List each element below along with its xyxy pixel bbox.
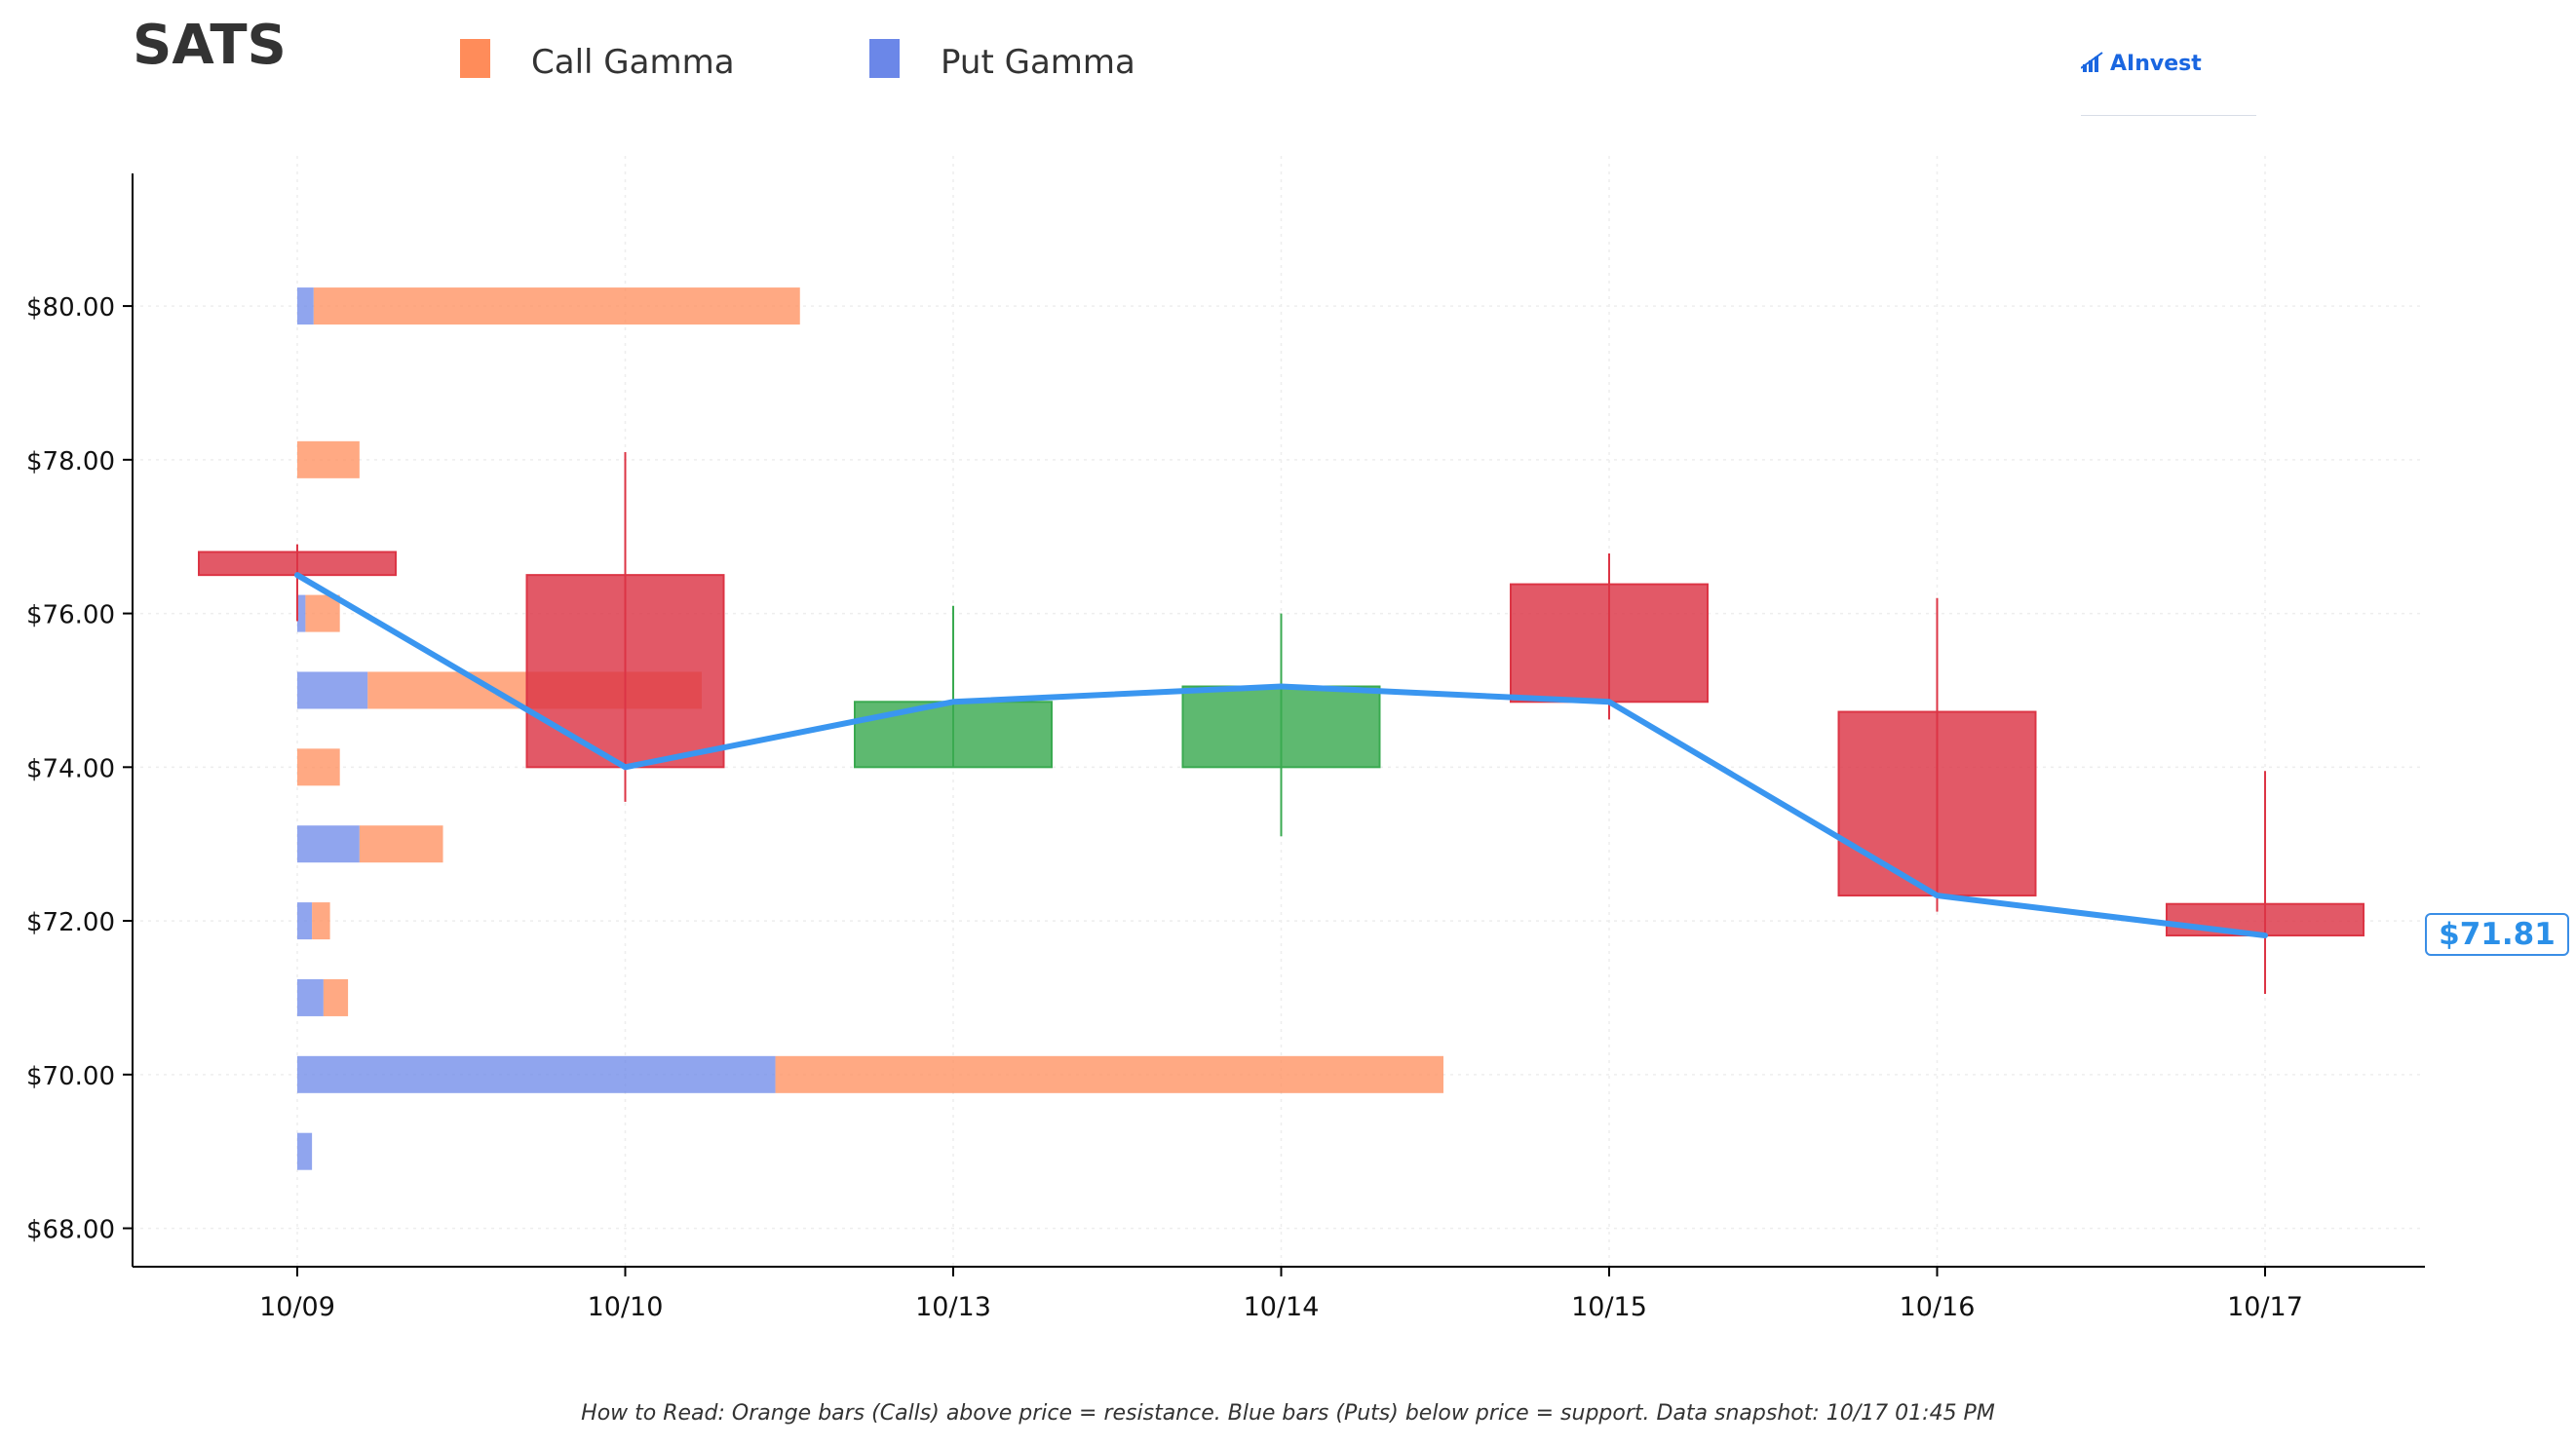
- candle-body: [525, 574, 725, 769]
- put-gamma-swatch: [869, 39, 900, 78]
- legend-put-label: Put Gamma: [941, 43, 1135, 82]
- footer-note: How to Read: Orange bars (Calls) above p…: [581, 1401, 1995, 1426]
- call-gamma-bar: [312, 902, 330, 940]
- call-gamma-bar: [313, 287, 800, 325]
- put-gamma-bar: [297, 825, 360, 863]
- x-tick-label: 10/14: [1244, 1292, 1320, 1322]
- put-gamma-bar: [297, 1055, 776, 1093]
- legend-call-gamma: Call Gamma: [460, 35, 735, 82]
- call-gamma-bar: [775, 1055, 1443, 1093]
- close-price-line: [294, 572, 2268, 939]
- x-tick-label: 10/10: [588, 1292, 664, 1322]
- y-tick-label: $70.00: [26, 1062, 115, 1091]
- y-tick-label: $76.00: [26, 601, 115, 630]
- x-tick-label: 10/15: [1571, 1292, 1647, 1322]
- current-price-tag: $71.81: [2425, 913, 2569, 956]
- x-tick-label: 10/13: [915, 1292, 991, 1322]
- candle-body: [854, 701, 1053, 769]
- y-tick-label: $80.00: [26, 293, 115, 323]
- put-gamma-bar: [297, 902, 313, 940]
- put-gamma-bar: [297, 1132, 313, 1170]
- put-gamma-bar: [297, 978, 324, 1016]
- legend-call-label: Call Gamma: [531, 43, 735, 82]
- call-gamma-bar: [297, 748, 340, 786]
- call-gamma-bar: [297, 440, 360, 478]
- put-gamma-bar: [297, 287, 314, 325]
- candle-body: [1181, 685, 1381, 769]
- y-tick-label: $72.00: [26, 908, 115, 937]
- candle-body: [2166, 902, 2365, 937]
- y-tick-label: $78.00: [26, 447, 115, 476]
- call-gamma-bar: [359, 825, 443, 863]
- legend-put-gamma: Put Gamma: [869, 35, 1135, 82]
- x-tick-label: 10/16: [1900, 1292, 1976, 1322]
- ainvest-logo: AInvest: [2081, 47, 2256, 116]
- call-gamma-swatch: [460, 39, 490, 78]
- candle-body: [198, 551, 397, 577]
- put-gamma-bar: [297, 671, 368, 709]
- candle-body: [1837, 710, 2037, 897]
- x-tick-label: 10/17: [2227, 1292, 2303, 1322]
- ainvest-logo-text: AInvest: [2110, 52, 2202, 76]
- call-gamma-bar: [305, 594, 340, 632]
- gamma-candlestick-chart: $68.00 $70.00 $72.00 $74.00 $76.00 $78.00 $80.…: [26, 156, 2425, 1322]
- y-tick-label: $74.00: [26, 754, 115, 783]
- ticker-title: SATS: [133, 14, 287, 77]
- call-gamma-bar: [323, 978, 349, 1016]
- candle-body: [1510, 583, 1709, 704]
- put-gamma-bar: [297, 594, 306, 632]
- ainvest-logo-icon: [2081, 52, 2103, 72]
- y-tick-label: $68.00: [26, 1216, 115, 1245]
- x-tick-label: 10/09: [259, 1292, 335, 1322]
